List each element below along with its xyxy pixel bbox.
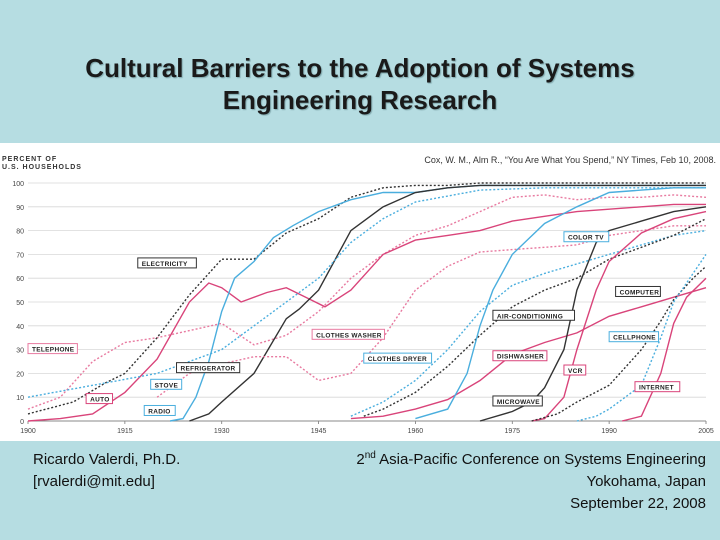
series-label: COLOR TV	[568, 235, 604, 242]
series-label: VCR	[568, 368, 583, 375]
series-label-box	[311, 328, 386, 340]
series-line-auto	[27, 203, 706, 422]
x-tick-label: 1975	[504, 428, 520, 435]
x-tick-label: 1915	[117, 428, 133, 435]
series-label: CELLPHONE	[613, 335, 656, 342]
series-label: AUTO	[90, 397, 110, 404]
series-label: ELECTRICITY	[142, 261, 188, 268]
conference-ordinal-suffix: nd	[364, 450, 376, 461]
author-email: [rvalerdi@mit.edu]	[33, 473, 155, 490]
conference-title: Asia-Pacific Conference on Systems Engin…	[375, 451, 706, 468]
author-name: Ricardo Valerdi, Ph.D.	[33, 451, 181, 468]
series-label: REFRIGERATOR	[181, 366, 236, 373]
series-line-color-tv	[415, 187, 706, 420]
x-tick-label: 1945	[311, 428, 327, 435]
slide-title-line1: Cultural Barriers to the Adoption of Sys…	[85, 53, 635, 83]
y-tick-label: 60	[16, 276, 24, 283]
series-line-electricity	[27, 182, 706, 415]
chart-ylabel-line2: U.S. HOUSEHOLDS	[2, 164, 82, 171]
y-tick-label: 100	[12, 181, 24, 188]
series-label-box	[27, 343, 78, 355]
series-line-dishwasher	[350, 287, 707, 420]
series-label-box	[85, 393, 114, 405]
series-line-cellphone	[576, 254, 707, 422]
x-tick-label: 1960	[408, 428, 424, 435]
series-label: CLOTHES WASHER	[316, 332, 382, 339]
y-tick-label: 40	[16, 324, 24, 331]
series-label: MICROWAVE	[497, 399, 540, 406]
series-line-telephone	[27, 194, 707, 410]
conference-location: Yokohama, Japan	[586, 473, 706, 490]
series-line-clothes-washer	[156, 225, 706, 398]
series-label-box	[492, 395, 543, 407]
series-label: COMPUTER	[620, 289, 660, 296]
series-label-box	[492, 309, 576, 321]
conference-ordinal: 2	[356, 451, 365, 468]
conference-date: September 22, 2008	[570, 495, 706, 512]
chart-panel: PERCENT OF U.S. HOUSEHOLDS Cox, W. M., A…	[0, 143, 720, 441]
series-label: AIR-CONDITIONING	[497, 313, 563, 320]
series-label-box	[634, 381, 681, 393]
series-line-internet	[621, 277, 707, 422]
slide-title: Cultural Barriers to the Adoption of Sys…	[0, 52, 720, 116]
chart-y-axis-label: PERCENT OF U.S. HOUSEHOLDS	[2, 156, 82, 172]
chart-citation: Cox, W. M., Alm R., “You Are What You Sp…	[424, 155, 716, 165]
series-line-vcr	[531, 210, 707, 422]
conference-block: 2nd Asia-Pacific Conference on Systems E…	[356, 449, 706, 515]
y-tick-label: 50	[16, 300, 24, 307]
x-tick-label: 1900	[20, 428, 36, 435]
series-label-box	[492, 350, 548, 362]
series-label: STOVE	[155, 382, 179, 389]
y-tick-label: 90	[16, 205, 24, 212]
series-line-radio	[169, 184, 706, 422]
series-label-box	[363, 352, 433, 364]
y-tick-label: 80	[16, 229, 24, 236]
series-label-box	[176, 362, 241, 374]
series-label: DISHWASHER	[497, 354, 544, 361]
series-label: RADIO	[148, 408, 170, 415]
series-label-box	[608, 331, 660, 343]
y-tick-label: 10	[16, 395, 24, 402]
series-label-box	[143, 404, 176, 416]
series-line-refrigerator	[189, 184, 706, 422]
slide-title-line2: Engineering Research	[222, 85, 498, 115]
series-line-stove	[27, 187, 706, 398]
conference-name: 2nd Asia-Pacific Conference on Systems E…	[356, 449, 706, 471]
x-tick-label: 1990	[601, 428, 617, 435]
series-label: TELEPHONE	[32, 347, 75, 354]
series-label-box	[563, 231, 610, 243]
series-label: CLOTHES DRYER	[368, 356, 427, 363]
author-block: Ricardo Valerdi, Ph.D. [rvalerdi@mit.edu…	[33, 449, 180, 493]
series-line-computer	[531, 265, 707, 422]
y-tick-label: 70	[16, 252, 24, 259]
series-label-box	[615, 285, 661, 297]
adoption-line-chart: 0 10 20 30 40 50 60 70 80 90 100 1900 1915 1930 1945 19…	[12, 181, 714, 435]
x-tick-label: 1930	[214, 428, 230, 435]
series-label-box	[150, 378, 183, 390]
series-label: INTERNET	[639, 385, 674, 392]
y-tick-label: 20	[16, 371, 24, 378]
series-label-box	[137, 257, 197, 269]
x-tick-label: 2005	[698, 428, 714, 435]
y-tick-label: 0	[20, 419, 24, 426]
series-line-air-conditioning	[363, 218, 707, 417]
chart-ylabel-line1: PERCENT OF	[2, 156, 58, 163]
series-label-box	[563, 364, 587, 376]
y-tick-label: 30	[16, 348, 24, 355]
